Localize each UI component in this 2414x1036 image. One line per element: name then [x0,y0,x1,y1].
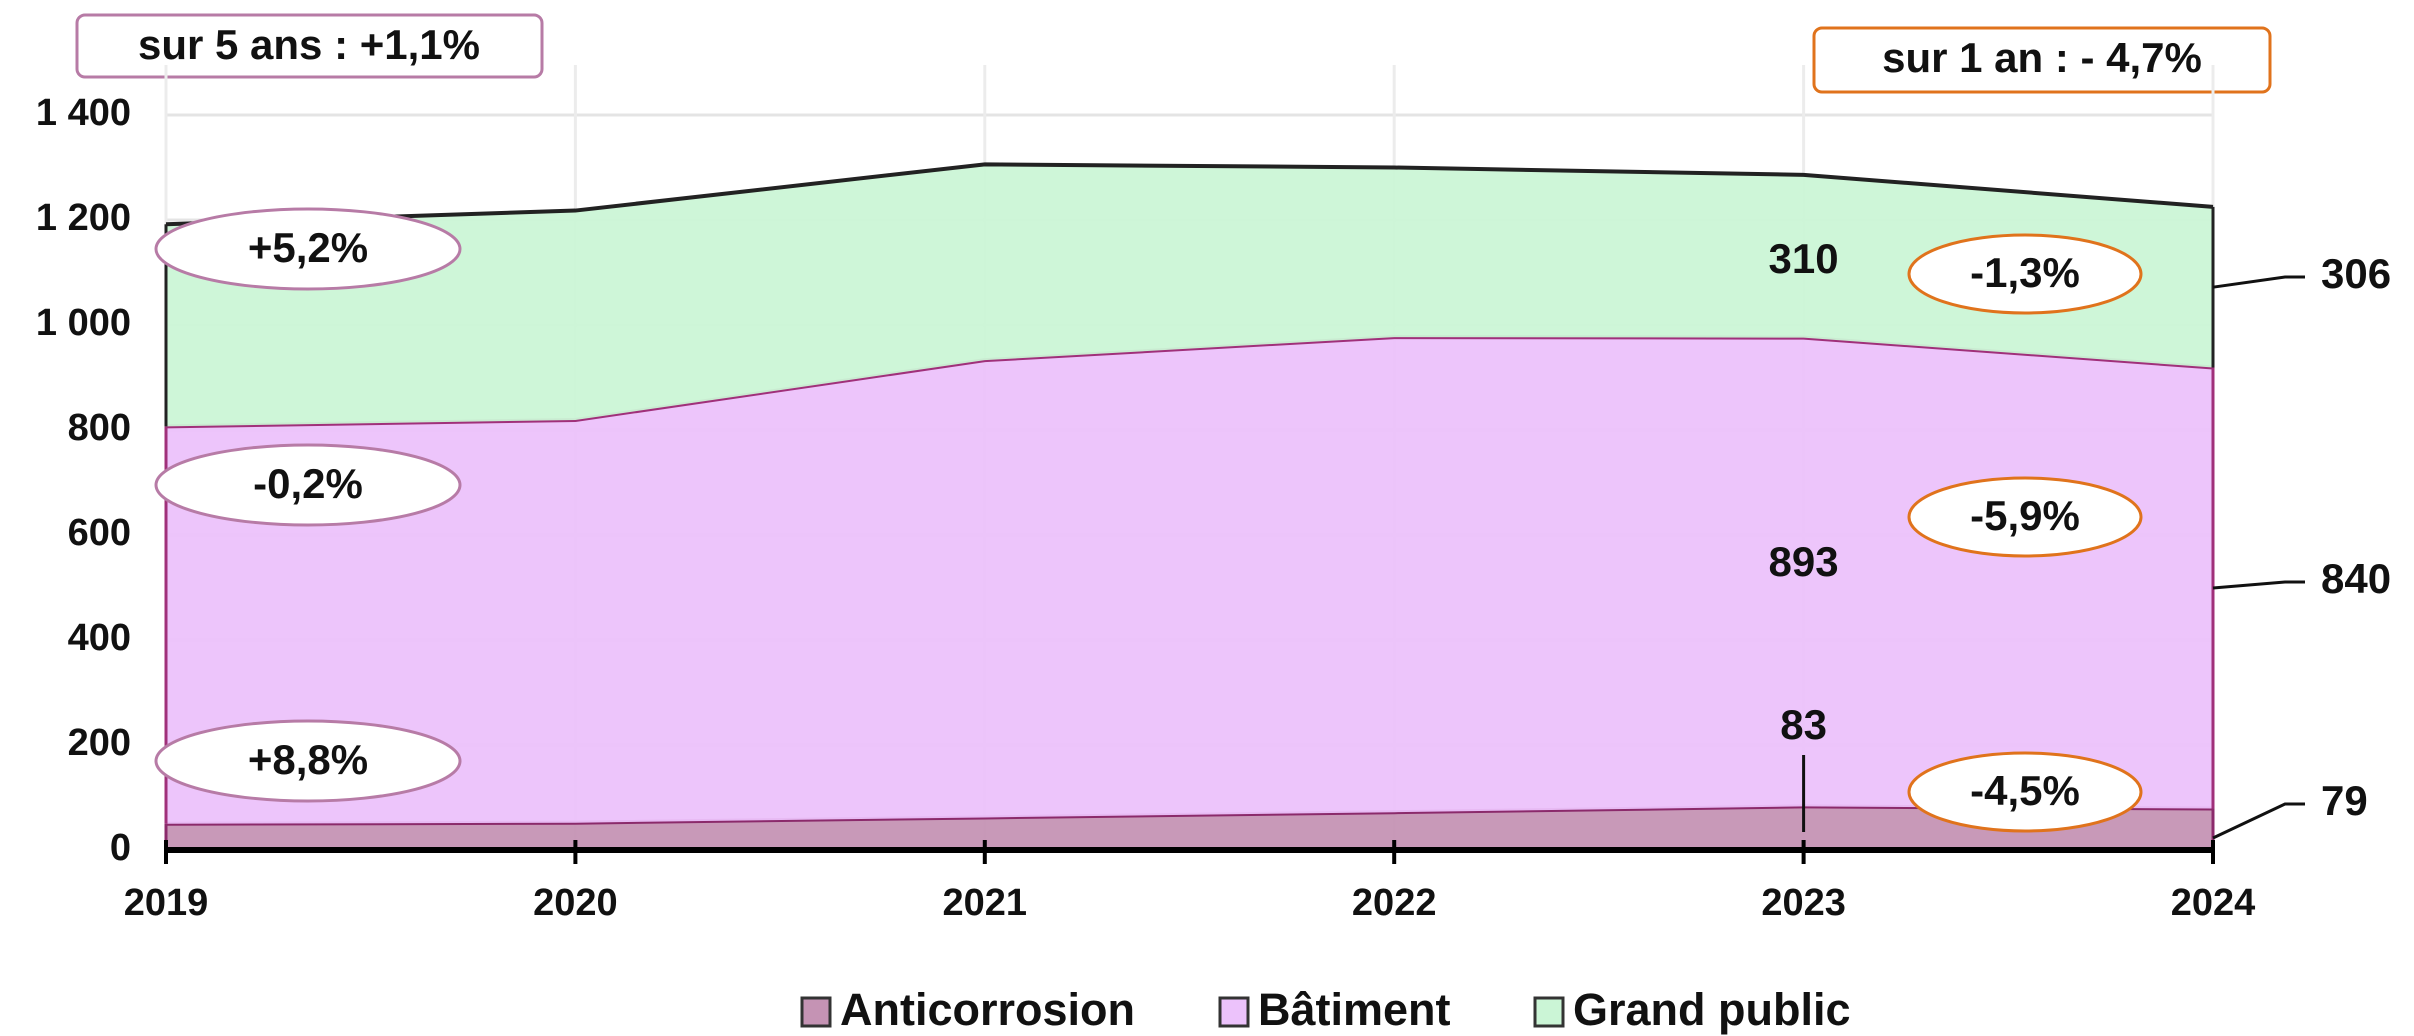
legend-label: Bâtiment [1258,984,1451,1035]
x-tick-label: 2019 [124,882,209,924]
data-label: 79 [2321,777,2368,824]
change-bubble [1907,751,2143,833]
y-tick-label: 1 000 [36,302,131,344]
change-label: -0,2% [253,460,363,507]
change-bubble [1907,476,2143,558]
data-label: 306 [2321,250,2391,297]
change-label: -1,3% [1970,249,2080,296]
change-label: -5,9% [1970,492,2080,539]
annotation-box [1812,26,2272,94]
change-bubble [154,719,462,803]
y-tick-label: 400 [68,617,131,659]
change-label: +5,2% [248,224,368,271]
change-bubble [1907,233,2143,315]
y-tick-label: 0 [110,827,131,869]
change-bubble [154,443,462,527]
legend-swatch [800,996,832,1028]
legend-label: Grand public [1573,984,1851,1035]
data-label: 83 [1780,701,1827,748]
change-bubble [154,207,462,291]
y-tick-label: 800 [68,407,131,449]
annotation: sur 1 an : - 4,7% [1882,34,2202,81]
area [166,806,2213,850]
x-tick-label: 2023 [1761,882,1846,924]
data-label: 310 [1769,235,1839,282]
y-tick-label: 600 [68,512,131,554]
leader-line [2212,275,2305,289]
y-tick-label: 1 200 [36,197,131,239]
x-tick-label: 2022 [1352,882,1437,924]
annotation: sur 5 ans : +1,1% [138,21,480,68]
legend-swatch [1533,996,1565,1028]
data-label: 840 [2321,555,2391,602]
leader-line [2212,802,2305,840]
legend-label: Anticorrosion [840,984,1135,1035]
change-label: -4,5% [1970,767,2080,814]
y-tick-label: 200 [68,722,131,764]
data-label: 893 [1769,538,1839,585]
annotation-box [75,13,544,79]
x-tick-label: 2024 [2171,882,2256,924]
area-top-line [165,162,2214,227]
change-label: +8,8% [248,736,368,783]
legend-swatch [1218,996,1250,1028]
y-tick-label: 1 400 [36,92,131,134]
x-tick-label: 2021 [943,882,1028,924]
x-tick-label: 2020 [533,882,618,924]
leader-line [2212,580,2305,590]
area [166,337,2213,824]
area [166,164,2213,427]
